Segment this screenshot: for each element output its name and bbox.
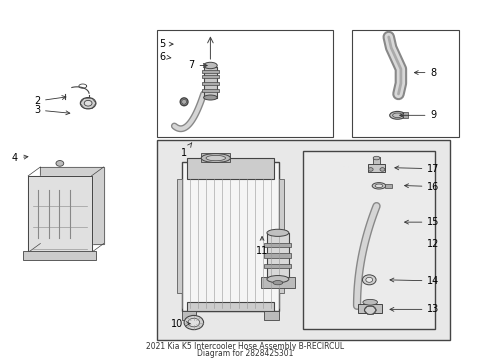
Bar: [303, 151, 435, 329]
Text: 6: 6: [159, 51, 171, 62]
Bar: [202, 75, 219, 78]
Text: 16: 16: [405, 181, 440, 192]
Ellipse shape: [375, 184, 383, 188]
Ellipse shape: [206, 156, 225, 161]
Text: 15: 15: [405, 217, 440, 227]
Circle shape: [184, 315, 203, 330]
Bar: [265, 311, 279, 320]
Bar: [187, 158, 274, 179]
Bar: [358, 304, 382, 313]
Circle shape: [80, 98, 96, 109]
Ellipse shape: [372, 183, 386, 189]
Circle shape: [380, 168, 385, 171]
Text: 17: 17: [395, 164, 440, 174]
Bar: [202, 82, 219, 85]
Text: 14: 14: [390, 276, 440, 286]
Text: 5: 5: [159, 39, 173, 49]
Text: 11: 11: [256, 237, 268, 256]
Text: 3: 3: [34, 105, 70, 115]
Circle shape: [56, 161, 64, 166]
Bar: [157, 140, 450, 339]
Bar: [279, 179, 284, 293]
Ellipse shape: [390, 111, 405, 119]
Circle shape: [84, 100, 92, 106]
Bar: [265, 264, 291, 269]
Circle shape: [188, 318, 200, 327]
Bar: [157, 30, 333, 137]
Polygon shape: [28, 176, 92, 252]
Ellipse shape: [267, 275, 289, 283]
Ellipse shape: [203, 95, 217, 100]
Polygon shape: [40, 167, 104, 243]
Bar: [373, 157, 380, 165]
Text: 12: 12: [427, 239, 440, 248]
Bar: [202, 89, 219, 92]
Ellipse shape: [180, 98, 188, 106]
Bar: [385, 184, 392, 188]
Bar: [352, 30, 460, 137]
Circle shape: [363, 275, 376, 285]
Ellipse shape: [201, 154, 230, 162]
Text: 7: 7: [188, 60, 207, 71]
Bar: [201, 153, 230, 162]
Bar: [177, 179, 182, 293]
Ellipse shape: [373, 156, 380, 160]
Bar: [203, 67, 217, 98]
Text: 2021 Kia K5 Intercooler Hose Assembly B-RECIRCUL: 2021 Kia K5 Intercooler Hose Assembly B-…: [146, 342, 344, 351]
Bar: [261, 277, 294, 288]
Bar: [265, 253, 291, 258]
Circle shape: [366, 277, 373, 282]
Ellipse shape: [203, 62, 217, 69]
Bar: [182, 162, 279, 311]
Bar: [403, 112, 408, 118]
Bar: [368, 165, 385, 172]
Text: 13: 13: [390, 304, 440, 314]
Bar: [202, 70, 219, 73]
Bar: [265, 243, 291, 247]
Ellipse shape: [273, 280, 283, 285]
Text: 9: 9: [400, 110, 437, 120]
Text: 4: 4: [12, 153, 28, 163]
Text: 10: 10: [171, 319, 190, 329]
Bar: [182, 311, 196, 320]
Bar: [187, 302, 274, 311]
Ellipse shape: [363, 300, 377, 305]
Text: 2: 2: [34, 96, 66, 106]
Text: 1: 1: [181, 143, 192, 158]
Circle shape: [368, 168, 373, 171]
Text: Diagram for 282842S301: Diagram for 282842S301: [197, 349, 293, 358]
Ellipse shape: [267, 229, 289, 237]
Bar: [24, 251, 97, 260]
Text: 8: 8: [415, 68, 437, 78]
Bar: [267, 233, 289, 279]
Circle shape: [365, 306, 376, 314]
